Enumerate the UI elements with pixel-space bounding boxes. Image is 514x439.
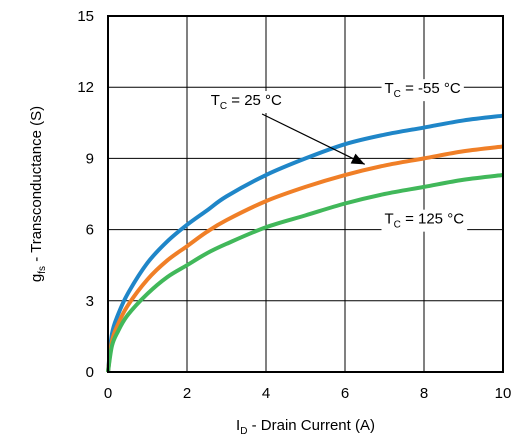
y-tick-labels: 0 3 6 9 12 15 xyxy=(77,8,94,381)
series-lines xyxy=(106,113,504,373)
y-axis-label: gfs - Transconductance (S) xyxy=(28,106,48,282)
x-tick-label: 8 xyxy=(420,385,428,402)
annotation-arrow-head xyxy=(350,153,365,165)
annotation-arrow-line xyxy=(261,113,366,165)
x-tick-label: 0 xyxy=(104,385,112,402)
annotation-bg-2 xyxy=(381,209,468,232)
annotation-label-0: TC = 25 °C xyxy=(211,92,282,112)
plot-frame xyxy=(107,15,504,373)
series-line-1 xyxy=(106,144,504,373)
grid xyxy=(107,15,504,373)
x-tick-label: 2 xyxy=(183,385,191,402)
x-axis-label: ID - Drain Current (A) xyxy=(236,417,375,437)
x-tick-labels: 0 2 4 6 8 10 xyxy=(104,385,512,402)
x-tick-label: 6 xyxy=(341,385,349,402)
annotation-label-2: TC = 125 °C xyxy=(385,211,465,231)
annotation-label-1: TC = -55 °C xyxy=(385,80,461,100)
y-tick-label: 9 xyxy=(86,150,94,167)
series-line-2 xyxy=(106,173,504,373)
annotation-bg-1 xyxy=(381,79,464,102)
y-tick-label: 15 xyxy=(77,8,94,25)
y-tick-label: 6 xyxy=(86,222,94,239)
series-line-0 xyxy=(106,113,504,373)
x-tick-label: 10 xyxy=(495,385,512,402)
y-tick-label: 12 xyxy=(77,79,94,96)
y-tick-label: 0 xyxy=(86,364,94,381)
y-tick-label: 3 xyxy=(86,293,94,310)
annotation-bg-0 xyxy=(207,91,286,113)
annotations: TC = 25 °C TC = -55 °C TC = 125 °C xyxy=(207,79,468,232)
x-tick-label: 4 xyxy=(262,385,270,402)
